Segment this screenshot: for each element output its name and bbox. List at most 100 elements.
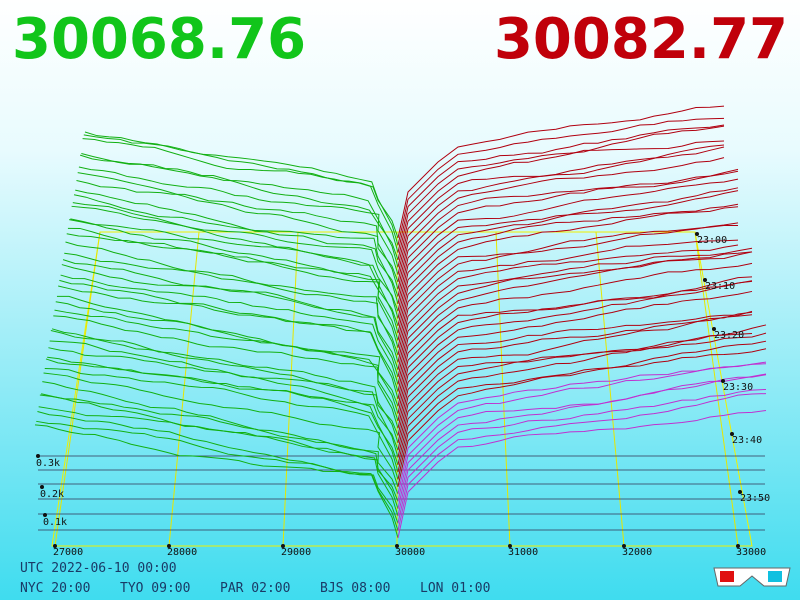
ask-line bbox=[397, 310, 753, 436]
ask-line bbox=[397, 105, 725, 239]
bid-line bbox=[67, 227, 399, 341]
bid-line bbox=[58, 285, 399, 400]
bid-line bbox=[59, 279, 399, 392]
bid-line bbox=[65, 241, 399, 356]
bid-line bbox=[50, 330, 399, 444]
floor-line bbox=[694, 231, 739, 547]
ask-line bbox=[397, 251, 753, 385]
ask-line bbox=[397, 239, 739, 363]
volume-dot bbox=[36, 454, 40, 458]
ask-line bbox=[397, 187, 739, 326]
price-dot bbox=[53, 544, 57, 548]
time-dot bbox=[703, 278, 707, 282]
volume-label: 0.3k bbox=[36, 458, 60, 469]
bid-line bbox=[56, 295, 399, 407]
ask-line bbox=[397, 178, 739, 312]
bid-line bbox=[62, 259, 399, 370]
price-label: 30000 bbox=[395, 547, 425, 558]
bid-line bbox=[72, 202, 399, 312]
ask-line bbox=[397, 222, 739, 348]
bid-line bbox=[76, 180, 399, 290]
ask-line bbox=[397, 311, 753, 451]
bid-line bbox=[79, 154, 399, 268]
ask-line bbox=[397, 332, 767, 465]
bid-line bbox=[69, 219, 399, 334]
floor-line bbox=[168, 231, 200, 547]
ask-line bbox=[397, 340, 767, 480]
time-label: 23:40 bbox=[732, 435, 762, 446]
bid-line bbox=[78, 166, 399, 275]
ask-line bbox=[397, 388, 767, 524]
clock: LON 01:00 bbox=[420, 581, 490, 596]
time-label: 23:50 bbox=[740, 493, 770, 504]
clock: BJS 08:00 bbox=[320, 581, 390, 596]
bid-line bbox=[48, 347, 399, 458]
ask-line bbox=[397, 244, 739, 370]
clock: PAR 02:00 bbox=[220, 581, 290, 596]
bid-line bbox=[34, 424, 399, 539]
bid-line bbox=[61, 264, 399, 378]
ask-line bbox=[397, 373, 767, 517]
bid-line bbox=[60, 274, 399, 385]
bid-line bbox=[43, 372, 399, 487]
price-label: 31000 bbox=[508, 547, 538, 558]
ask-line bbox=[397, 190, 739, 319]
price-dot bbox=[395, 544, 399, 548]
time-label: 23:20 bbox=[714, 330, 744, 341]
ask-line bbox=[397, 140, 725, 268]
price-dot bbox=[167, 544, 171, 548]
ask-line bbox=[397, 146, 725, 283]
ask-line bbox=[397, 410, 767, 539]
bid-line bbox=[75, 189, 399, 297]
time-dot bbox=[721, 379, 725, 383]
floor-line bbox=[282, 231, 299, 547]
bid-line bbox=[55, 301, 399, 414]
bid-line bbox=[83, 134, 399, 246]
time-dot bbox=[712, 327, 716, 331]
ask-line bbox=[397, 393, 767, 531]
clock: TYO 09:00 bbox=[120, 581, 190, 596]
floor-line bbox=[54, 231, 101, 547]
bid-line bbox=[42, 381, 399, 495]
ask-line bbox=[397, 117, 725, 246]
price-label: 28000 bbox=[167, 547, 197, 558]
ask-line bbox=[397, 124, 725, 253]
ask-line bbox=[397, 168, 739, 304]
bid-line bbox=[54, 309, 399, 422]
bid-line bbox=[73, 194, 399, 304]
price-label: 32000 bbox=[622, 547, 652, 558]
price-dot bbox=[508, 544, 512, 548]
ask-line bbox=[397, 280, 753, 414]
bid-line bbox=[71, 205, 399, 319]
bid-line bbox=[44, 367, 399, 480]
clock: NYC 20:00 bbox=[20, 581, 90, 596]
ask-line bbox=[397, 144, 725, 275]
floor-line bbox=[495, 231, 511, 547]
time-dot bbox=[695, 232, 699, 236]
bid-line bbox=[81, 153, 399, 261]
time-dot bbox=[738, 490, 742, 494]
bid-line bbox=[66, 233, 399, 348]
bid-line bbox=[45, 358, 399, 473]
ask-line bbox=[397, 374, 767, 509]
volume-label: 0.2k bbox=[40, 489, 64, 500]
volume-label: 0.1k bbox=[43, 517, 67, 528]
bid-line bbox=[38, 406, 399, 517]
ask-line bbox=[397, 206, 739, 341]
volume-dot bbox=[40, 485, 44, 489]
price-dot bbox=[736, 544, 740, 548]
ask-line bbox=[397, 290, 753, 429]
ask-line bbox=[397, 225, 739, 356]
bid-line bbox=[77, 172, 399, 283]
time-label: 23:30 bbox=[723, 382, 753, 393]
ask-line bbox=[397, 262, 753, 400]
bid-line bbox=[39, 394, 399, 509]
utc-time: UTC 2022-06-10 00:00 bbox=[20, 561, 177, 576]
volume-dot bbox=[43, 513, 47, 517]
ask-line bbox=[397, 170, 739, 297]
glasses-icon bbox=[713, 567, 791, 587]
time-label: 23:10 bbox=[705, 281, 735, 292]
ask-line bbox=[397, 251, 753, 392]
price-dot bbox=[622, 544, 626, 548]
